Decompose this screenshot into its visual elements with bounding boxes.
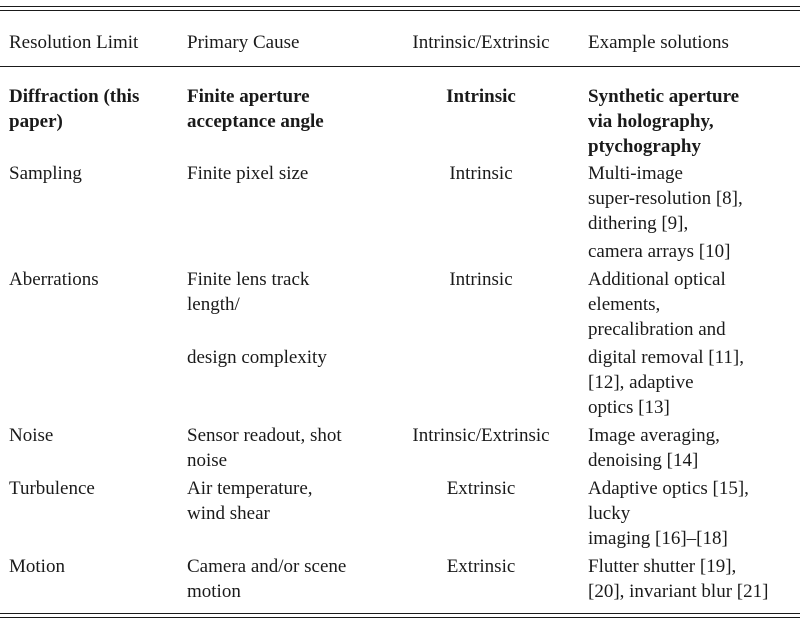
bottom-rule-inner (0, 617, 800, 618)
row-sampling-limit: Sampling (9, 163, 82, 184)
row-noise-cause: Sensor readout, shot noise (187, 425, 342, 471)
header-resolution-limit: Resolution Limit (9, 32, 139, 53)
row-diffraction-cause: Finite aperture acceptance angle (187, 86, 324, 132)
row-motion-type: Extrinsic (446, 556, 516, 577)
row-noise-limit: Noise (9, 425, 54, 446)
row-aberrations-solutions: Additional optical elements, precalibrat… (588, 269, 726, 340)
row-sampling-type: Intrinsic (449, 163, 513, 184)
row-diffraction-limit: Diffraction (this paper) (9, 86, 140, 132)
row-sampling-solutions-cont: camera arrays [10] (588, 241, 731, 262)
row-diffraction-solutions: Synthetic aperture via holography, ptych… (588, 86, 740, 157)
row-turbulence-type: Extrinsic (446, 478, 516, 499)
header-intrinsic-extrinsic: Intrinsic/Extrinsic (412, 32, 550, 53)
header-example-solutions: Example solutions (588, 32, 729, 53)
row-aberrations-cause-cont: design complexity (187, 347, 327, 368)
bottom-rule-outer (0, 613, 800, 614)
top-rule-inner (0, 10, 800, 11)
row-turbulence-limit: Turbulence (9, 478, 95, 499)
header-primary-cause: Primary Cause (187, 32, 300, 53)
row-aberrations-type: Intrinsic (449, 269, 513, 290)
row-sampling-cause: Finite pixel size (187, 163, 309, 184)
top-rule-outer (0, 6, 800, 7)
row-turbulence-cause: Air temperature, wind shear (187, 478, 313, 524)
row-motion-cause: Camera and/or scene motion (187, 556, 347, 602)
row-aberrations-limit: Aberrations (9, 269, 99, 290)
row-sampling-solutions: Multi-image super-resolution [8], dither… (588, 163, 743, 234)
row-aberrations-solutions-cont: digital removal [11], [12], adaptive opt… (588, 347, 744, 418)
row-noise-type: Intrinsic/Extrinsic (412, 425, 550, 446)
header-rule (0, 66, 800, 67)
row-turbulence-solutions: Adaptive optics [15], lucky imaging [16]… (588, 478, 749, 549)
row-diffraction-type: Intrinsic (446, 86, 516, 107)
row-motion-limit: Motion (9, 556, 65, 577)
row-aberrations-cause: Finite lens track length/ (187, 269, 310, 315)
row-motion-solutions: Flutter shutter [19], [20], invariant bl… (588, 556, 769, 602)
row-noise-solutions: Image averaging, denoising [14] (588, 425, 720, 471)
